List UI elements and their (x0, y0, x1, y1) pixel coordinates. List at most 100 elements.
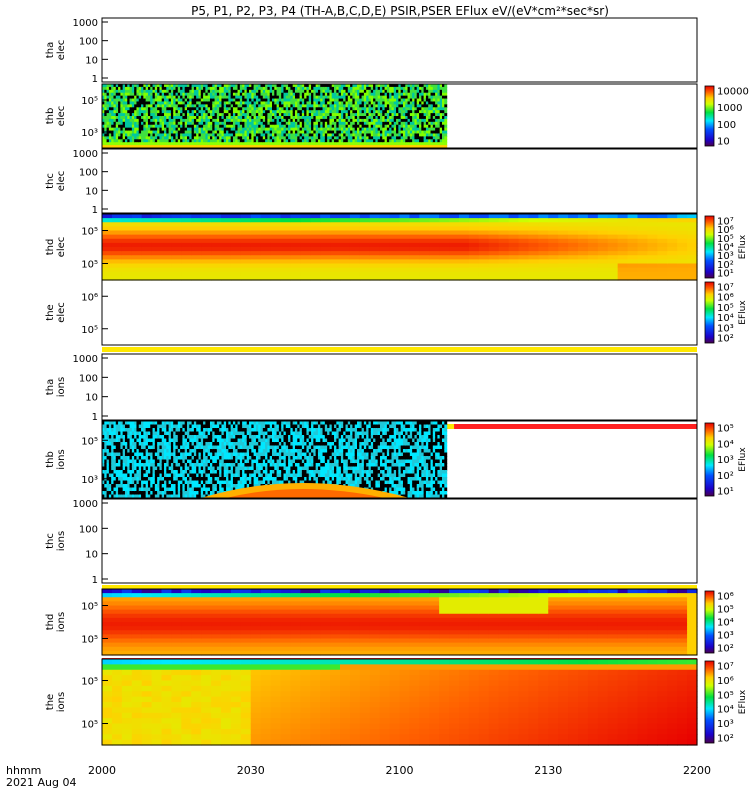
panel-thd-ions: thdions 10⁵ 10⁵ 10⁶ 10⁵ 10⁴ 10³ 10² (45, 588, 734, 663)
ytick-label: 100 (79, 168, 98, 179)
ytick-label: 1 (92, 74, 98, 85)
ylabel-satellite: thd (45, 614, 56, 631)
colorbar-tick-label: 10¹ (717, 269, 734, 280)
colorbar-tick-label: 1000 (717, 103, 742, 114)
colorbar-tick-label: 10⁵ (717, 690, 734, 701)
ytick-label: 10 (85, 186, 98, 197)
panel-frame (101, 83, 698, 149)
colorbar-tick-label: 10000 (717, 87, 749, 98)
colorbar-tick-label: 10⁶ (717, 293, 734, 304)
panel-ylabel-thc: thcelec (45, 171, 67, 192)
colorbar-tick-label: 10² (717, 471, 734, 482)
panel-ylabel-tha: thaions (45, 377, 67, 397)
panel-frame (101, 420, 698, 499)
xtick-label: 2000 (88, 764, 116, 777)
panel-tha-elec: thaelec 1000 100 10 1 (45, 17, 698, 85)
panel-ylabel-thd: thdelec (45, 237, 67, 258)
panel-thb-ions: thbions 10⁵ 10³ 10⁵ 10⁴ 10³ 10² 10¹ EFlux (45, 420, 748, 499)
time-label-date: 2021 Aug 04 (6, 776, 76, 789)
ytick-label: 10³ (81, 128, 98, 139)
ytick-label: 10⁵ (81, 720, 98, 731)
colorbar-tick-label: 10⁴ (717, 705, 734, 716)
panel-ylabel-thb: thbions (45, 449, 67, 469)
ytick-label: 10⁵ (81, 96, 98, 107)
colorbar-tick-label: 10⁶ (717, 225, 734, 236)
xtick-label: 2030 (237, 764, 265, 777)
panel-the-ions: theions 10⁵ 10⁵ 10⁷ 10⁶ 10⁵ 10⁴ 10³ 10² EFlux (45, 658, 748, 746)
ytick-label: 10⁵ (81, 227, 98, 238)
panels-group: thaelec1000100101thbelec10⁵10³1000010001… (45, 17, 749, 746)
status-bar (102, 585, 697, 590)
ylabel-species: elec (56, 106, 67, 127)
ytick-label: 1000 (73, 18, 98, 29)
colorbar-tick-label: 10⁵ (717, 605, 734, 616)
panel-frame (101, 658, 698, 746)
ylabel-satellite: the (45, 304, 56, 320)
colorbar-tick-label: 10⁵ (717, 303, 734, 314)
colorbar-tick-label: 10⁴ (717, 243, 734, 254)
panel-thc-elec: thcelec 1000 100 10 1 (45, 148, 698, 216)
ytick-label: 100 (79, 524, 98, 535)
colorbar (704, 281, 715, 344)
ylabel-satellite: thd (45, 239, 56, 256)
colorbar-tick-label: 10⁷ (717, 662, 734, 673)
ytick-label: 1000 (73, 354, 98, 365)
ylabel-species: elec (56, 171, 67, 192)
ylabel-species: ions (56, 449, 67, 469)
panel-spectrogram (102, 589, 698, 656)
colorbar-tick-label: 10³ (717, 631, 734, 642)
ytick-label: 100 (79, 37, 98, 48)
xtick-label: 2130 (534, 764, 562, 777)
time-label-hhmm: hhmm (6, 764, 41, 777)
ytick-label: 100 (79, 373, 98, 384)
panel-tha-ions: thaions 1000 100 10 1 (45, 353, 698, 429)
colorbar (704, 422, 715, 497)
ylabel-satellite: thc (45, 173, 56, 189)
colorbar-tick-label: 10³ (717, 719, 734, 730)
colorbar-tick-label: 10⁶ (717, 676, 734, 687)
ylabel-satellite: thb (45, 451, 56, 468)
status-bar (102, 347, 697, 352)
ylabel-satellite: thb (45, 108, 56, 125)
colorbar-tick-label: 10³ (717, 323, 734, 334)
ytick-label: 10 (85, 55, 98, 66)
ytick-label: 1000 (73, 149, 98, 160)
panel-frame (101, 588, 698, 656)
panel-ylabel-the: theions (45, 692, 67, 712)
xtick-label: 2200 (683, 764, 711, 777)
colorbar-tick-label: 10² (717, 260, 734, 271)
colorbar-tick-label: 10³ (717, 251, 734, 262)
status-bar-red (454, 424, 697, 429)
x-axis: 2000 2030 2100 2130 2200 (88, 764, 711, 777)
colorbar-tick-label: 10² (717, 644, 734, 655)
panel-ylabel-tha: thaelec (45, 40, 67, 61)
ytick-label: 10⁵ (81, 677, 98, 688)
colorbar-tick-label: 10⁴ (717, 313, 734, 324)
colorbar-tick-label: 10² (717, 734, 734, 745)
colorbar-tick-label: 10⁵ (717, 424, 734, 435)
colorbar-label: EFlux (738, 234, 748, 259)
panel-ylabel-thb: thbelec (45, 106, 67, 127)
colorbar-tick-label: 10 (717, 137, 730, 148)
panel-frame (101, 148, 698, 214)
panel-frame (101, 17, 698, 83)
colorbar-tick-label: 10² (717, 334, 734, 345)
ylabel-species: elec (56, 40, 67, 61)
xtick-label: 2100 (386, 764, 414, 777)
ytick-label: 10 (85, 550, 98, 561)
ytick-label: 10⁵ (81, 635, 98, 646)
ytick-label: 1000 (73, 499, 98, 510)
panel-spectrogram (102, 84, 448, 149)
colorbar-tick-label: 10⁷ (717, 217, 734, 228)
panel-thb-elec: thbelec 10⁵ 10³ 10000 1000 100 10 (45, 83, 749, 149)
ytick-label: 1 (92, 412, 98, 423)
ylabel-species: elec (56, 237, 67, 258)
ylabel-species: elec (56, 302, 67, 323)
panel-ylabel-the: theelec (45, 302, 67, 323)
ylabel-species: ions (56, 377, 67, 397)
ylabel-satellite: tha (45, 42, 56, 58)
colorbar-label: EFlux (738, 689, 748, 714)
ylabel-species: ions (56, 692, 67, 712)
